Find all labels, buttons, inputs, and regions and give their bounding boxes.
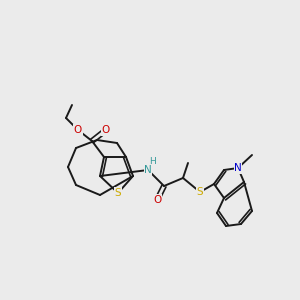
Text: O: O <box>102 125 110 135</box>
Text: N: N <box>144 165 152 175</box>
Text: O: O <box>153 195 161 205</box>
Text: O: O <box>74 125 82 135</box>
Text: N: N <box>234 163 242 173</box>
Text: H: H <box>150 157 156 166</box>
Text: S: S <box>197 187 203 197</box>
Text: S: S <box>115 188 121 198</box>
